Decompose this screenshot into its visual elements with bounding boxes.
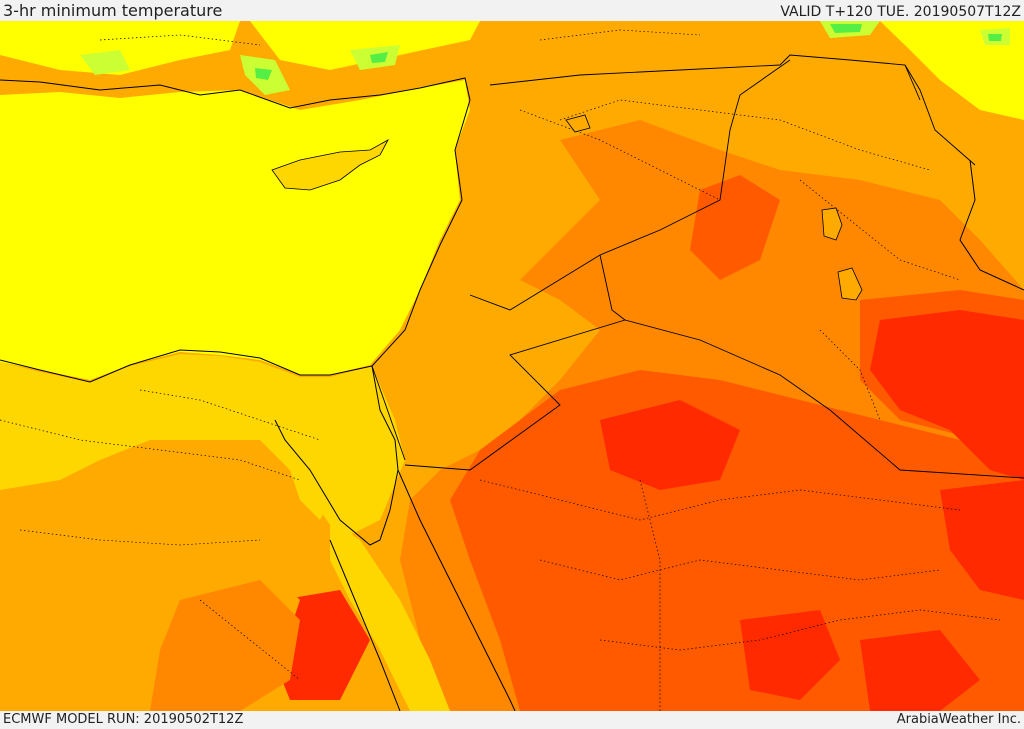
- temperature-map: [0, 21, 1024, 711]
- province-line: [139, 389, 321, 441]
- footer-bar: ECMWF MODEL RUN: 20190502T12Z ArabiaWeat…: [0, 711, 1024, 729]
- province-line: [99, 34, 261, 46]
- model-run-label: ECMWF MODEL RUN: 20190502T12Z: [3, 712, 244, 727]
- province-line: [799, 179, 961, 281]
- egypt-north-coast: [0, 349, 373, 383]
- map-canvas: [0, 21, 1024, 711]
- country-borders: [371, 54, 1024, 479]
- egypt-israel-border: [371, 365, 406, 461]
- assad-lake: [565, 114, 591, 133]
- province-line: [819, 329, 881, 421]
- valid-time: VALID T+120 TUE. 20190507T12Z: [780, 4, 1021, 20]
- turkey-coast: [0, 77, 471, 109]
- province-line: [19, 529, 261, 546]
- province-line: [539, 559, 941, 581]
- province-line: [199, 599, 301, 681]
- levant-coast: [371, 99, 471, 367]
- province-borders: [0, 29, 1001, 711]
- lakes: [565, 114, 863, 301]
- map-title: 3-hr minimum temperature: [3, 1, 223, 20]
- upper-egypt-darkorange: [150, 580, 300, 711]
- red-orange-zone: [450, 175, 1024, 711]
- syria-iraq-border: [469, 59, 791, 311]
- northern-yellow-patches: [0, 21, 1024, 120]
- province-line: [0, 419, 301, 481]
- gulf-of-suez: [274, 365, 399, 546]
- header-bar: 3-hr minimum temperature VALID T+120 TUE…: [0, 0, 1024, 21]
- northern-band: [0, 21, 1024, 140]
- jordan-border: [404, 254, 626, 471]
- province-line: [559, 99, 931, 171]
- red-sea-east-coast: [397, 469, 516, 711]
- persian-gulf-coast: [959, 159, 1024, 291]
- syria-turkey-border: [489, 54, 921, 101]
- province-line: [479, 479, 961, 521]
- credit-label: ArabiaWeather Inc.: [896, 712, 1021, 727]
- province-line: [539, 29, 701, 41]
- tharthar-lake: [837, 267, 863, 301]
- province-line: [639, 479, 661, 711]
- iraq-saudi-border: [624, 319, 1024, 479]
- levant-orange: [400, 60, 975, 460]
- egypt-coast: [0, 354, 405, 540]
- coastlines: [0, 77, 1024, 711]
- red-sea-west-coast: [329, 539, 401, 711]
- iran-iraq-border: [904, 64, 976, 166]
- red-zone: [270, 310, 1024, 711]
- red-sea-corridor: [280, 440, 450, 711]
- cyprus-island: [271, 138, 389, 191]
- razazza-lake: [821, 207, 843, 241]
